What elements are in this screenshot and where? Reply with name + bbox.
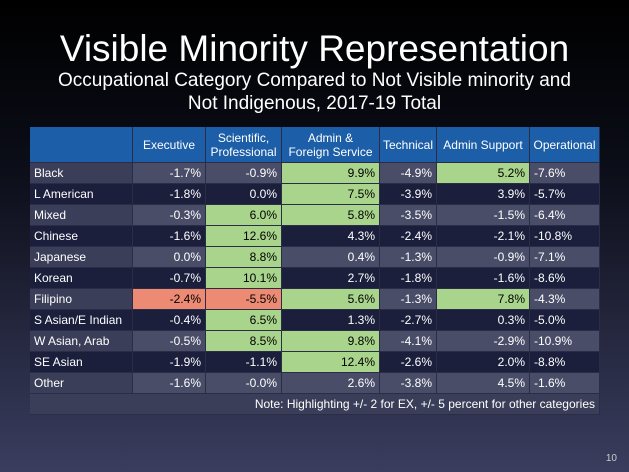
cell: -5.5%	[206, 289, 282, 310]
cell: 3.9%	[437, 184, 530, 205]
header-text: Foreign Service	[288, 144, 373, 159]
cell: -8.8%	[530, 352, 600, 373]
cell: 5.8%	[282, 205, 380, 226]
cell: 8.5%	[206, 331, 282, 352]
cell: -0.9%	[206, 163, 282, 184]
cell: -1.6%	[437, 268, 530, 289]
cell: -2.6%	[380, 352, 437, 373]
row-label: W Asian, Arab	[30, 331, 133, 352]
cell: -2.7%	[380, 310, 437, 331]
cell: 2.0%	[437, 352, 530, 373]
row-label: Japanese	[30, 247, 133, 268]
cell: 2.7%	[282, 268, 380, 289]
header-cell: Admin & Foreign Service	[282, 127, 380, 163]
cell: 8.8%	[206, 247, 282, 268]
header-cell	[30, 127, 133, 163]
cell: -1.8%	[380, 268, 437, 289]
header-cell: Operational	[530, 127, 600, 163]
cell: -2.1%	[437, 226, 530, 247]
cell: -4.3%	[530, 289, 600, 310]
header-cell: Admin Support	[437, 127, 530, 163]
cell: 2.6%	[282, 373, 380, 394]
cell: 0.4%	[282, 247, 380, 268]
row-label: Mixed	[30, 205, 133, 226]
cell: -2.9%	[437, 331, 530, 352]
header-text: Operational	[533, 137, 596, 152]
row-label: Chinese	[30, 226, 133, 247]
subtitle-line: Not Indigenous, 2017-19 Total	[187, 93, 442, 114]
cell: -1.3%	[380, 289, 437, 310]
cell: -1.8%	[133, 184, 206, 205]
cell: -0.5%	[133, 331, 206, 352]
row-label: Korean	[30, 268, 133, 289]
cell: -7.6%	[530, 163, 600, 184]
cell: -1.5%	[437, 205, 530, 226]
cell: -2.4%	[380, 226, 437, 247]
cell: 12.4%	[282, 352, 380, 373]
cell: -1.1%	[206, 352, 282, 373]
cell: -6.4%	[530, 205, 600, 226]
cell: 5.2%	[437, 163, 530, 184]
header-text: Scientific,	[217, 130, 270, 145]
cell: -1.3%	[380, 247, 437, 268]
row-label: Filipino	[30, 289, 133, 310]
cell: 7.8%	[437, 289, 530, 310]
page-number: 10	[605, 453, 617, 464]
cell: 0.3%	[437, 310, 530, 331]
cell: -10.8%	[530, 226, 600, 247]
header-text: Admin Support	[443, 137, 523, 152]
cell: 10.1%	[206, 268, 282, 289]
row-label: Black	[30, 163, 133, 184]
cell: 4.5%	[437, 373, 530, 394]
header-text: Professional	[210, 144, 277, 159]
cell: -5.0%	[530, 310, 600, 331]
cell: 0.0%	[133, 247, 206, 268]
row-label: S Asian/E Indian	[30, 310, 133, 331]
cell: -3.9%	[380, 184, 437, 205]
cell: 6.5%	[206, 310, 282, 331]
cell: -4.9%	[380, 163, 437, 184]
cell: -7.1%	[530, 247, 600, 268]
cell: -0.7%	[133, 268, 206, 289]
cell: 5.6%	[282, 289, 380, 310]
cell: -5.7%	[530, 184, 600, 205]
cell: 6.0%	[206, 205, 282, 226]
cell: 12.6%	[206, 226, 282, 247]
cell: 7.5%	[282, 184, 380, 205]
header-text: Technical	[382, 137, 434, 152]
cell: -3.8%	[380, 373, 437, 394]
subtitle-line: Occupational Category Compared to Not Vi…	[58, 70, 571, 91]
cell: -4.1%	[380, 331, 437, 352]
cell: 4.3%	[282, 226, 380, 247]
cell: -3.5%	[380, 205, 437, 226]
cell: 1.3%	[282, 310, 380, 331]
cell: 9.9%	[282, 163, 380, 184]
header-text: Admin &	[307, 130, 354, 145]
cell: -0.9%	[437, 247, 530, 268]
cell: -1.7%	[133, 163, 206, 184]
cell: -0.4%	[133, 310, 206, 331]
cell: -1.9%	[133, 352, 206, 373]
cell: 0.0%	[206, 184, 282, 205]
header-cell: Executive	[133, 127, 206, 163]
cell: -0.0%	[206, 373, 282, 394]
cell: -1.6%	[133, 373, 206, 394]
row-label: Other	[30, 373, 133, 394]
row-label: SE Asian	[30, 352, 133, 373]
cell: 9.8%	[282, 331, 380, 352]
header-cell: Technical	[380, 127, 437, 163]
header-cell: Scientific, Professional	[206, 127, 282, 163]
cell: -10.9%	[530, 331, 600, 352]
cell: -2.4%	[133, 289, 206, 310]
note: Note: Highlighting +/- 2 for EX, +/- 5 p…	[30, 394, 600, 415]
header-text: Executive	[142, 137, 196, 152]
cell: -1.6%	[133, 226, 206, 247]
row-label: L American	[30, 184, 133, 205]
slide-title: Visible Minority Representation	[59, 28, 570, 69]
cell: -1.6%	[530, 373, 600, 394]
cell: -8.6%	[530, 268, 600, 289]
cell: -0.3%	[133, 205, 206, 226]
